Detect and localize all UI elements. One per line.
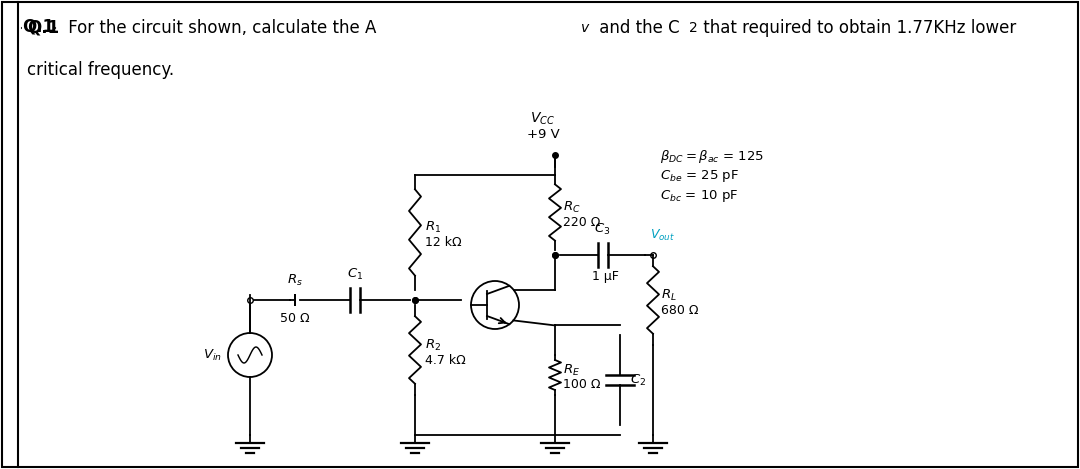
Text: $R_1$: $R_1$ — [426, 220, 442, 235]
Text: $R_C$: $R_C$ — [563, 200, 581, 215]
Text: $R_2$: $R_2$ — [426, 338, 441, 353]
Text: +9 V: +9 V — [527, 128, 559, 141]
Text: v: v — [581, 21, 590, 35]
Text: $R_E$: $R_E$ — [563, 363, 580, 378]
Text: $C_{bc}$ = 10 pF: $C_{bc}$ = 10 pF — [660, 188, 739, 204]
Text: 4.7 kΩ: 4.7 kΩ — [426, 354, 465, 366]
Text: 680 Ω: 680 Ω — [661, 303, 699, 317]
Text: $V_{CC}$: $V_{CC}$ — [530, 111, 555, 127]
Text: $V_{out}$: $V_{out}$ — [650, 228, 675, 243]
Text: that required to obtain 1.77KHz lower: that required to obtain 1.77KHz lower — [698, 19, 1016, 37]
Text: and the C: and the C — [594, 19, 679, 37]
Text: critical frequency.: critical frequency. — [27, 61, 174, 79]
Text: 50 Ω: 50 Ω — [280, 312, 310, 325]
Text: 12 kΩ: 12 kΩ — [426, 236, 461, 249]
Text: $R_s$: $R_s$ — [287, 273, 302, 288]
Text: Q.1: Q.1 — [22, 18, 54, 36]
Text: 100 Ω: 100 Ω — [563, 378, 600, 392]
Text: For the circuit shown, calculate the A: For the circuit shown, calculate the A — [63, 19, 376, 37]
Text: $C_1$: $C_1$ — [347, 267, 363, 282]
Text: $V_{in}$: $V_{in}$ — [203, 348, 222, 363]
Text: $C_3$: $C_3$ — [594, 222, 610, 237]
Text: 2: 2 — [689, 21, 698, 35]
Text: 220 Ω: 220 Ω — [563, 216, 600, 229]
Text: $\beta_{DC} = \beta_{ac}$ = 125: $\beta_{DC} = \beta_{ac}$ = 125 — [660, 148, 764, 165]
Text: 1 μF: 1 μF — [592, 270, 619, 283]
Text: Q.1: Q.1 — [27, 19, 59, 37]
Text: $C_2$: $C_2$ — [630, 373, 646, 388]
Text: $R_L$: $R_L$ — [661, 287, 677, 303]
Text: $C_{be}$ = 25 pF: $C_{be}$ = 25 pF — [660, 168, 739, 184]
